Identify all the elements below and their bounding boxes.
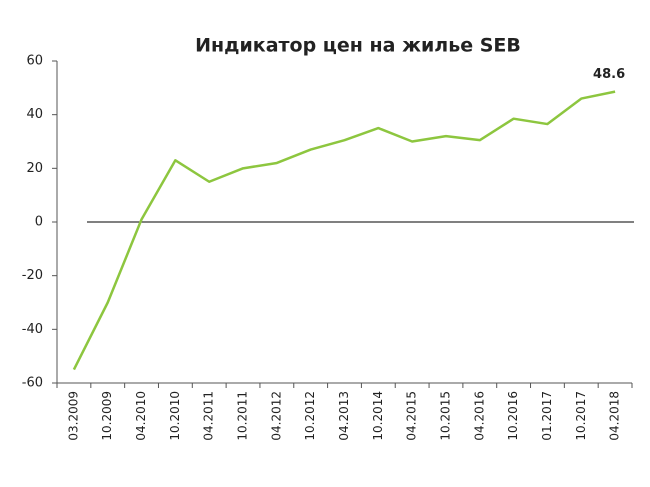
y-tick-label: -40 — [22, 322, 43, 337]
x-tick-label: 10.2015 — [438, 391, 452, 441]
x-tick-label: 04.2012 — [269, 391, 283, 441]
x-tick-label: 10.2017 — [574, 391, 588, 441]
y-tick-label: -60 — [22, 376, 43, 391]
x-tick-label: 03.2009 — [66, 391, 80, 441]
x-tick-label: 10.2012 — [303, 391, 317, 441]
x-tick-label: 10.2010 — [168, 391, 182, 441]
chart-title: Индикатор цен на жилье SEB — [195, 35, 521, 57]
x-tick-label: 04.2010 — [134, 391, 148, 441]
x-tick-label: 04.2011 — [202, 391, 216, 441]
data-label: 48.6 — [593, 67, 625, 82]
y-tick-label: 60 — [26, 54, 43, 69]
y-tick-label: 0 — [35, 215, 43, 230]
y-tick-label: 20 — [26, 161, 43, 176]
y-tick-label: -20 — [22, 268, 43, 283]
x-tick-label: 04.2016 — [472, 391, 486, 441]
x-tick-label: 10.2009 — [100, 391, 114, 441]
y-tick-label: 40 — [26, 107, 43, 122]
x-tick-label: 04.2015 — [405, 391, 419, 441]
x-tick-label: 04.2013 — [337, 391, 351, 441]
x-tick-label: 01.2017 — [540, 391, 554, 441]
x-tick-label: 10.2014 — [371, 391, 385, 441]
x-tick-label: 10.2011 — [236, 391, 250, 441]
line-series — [72, 90, 616, 371]
x-tick-label: 04.2018 — [608, 391, 622, 441]
x-tick-label: 10.2016 — [506, 391, 520, 441]
